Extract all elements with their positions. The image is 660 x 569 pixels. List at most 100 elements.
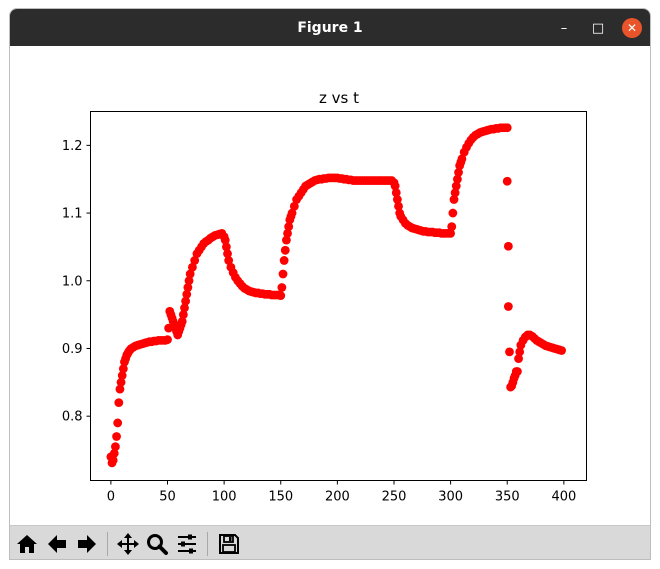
magnifier-icon [147,534,168,555]
figure-canvas[interactable]: z vs t 0 50 100 150 200 250 300 350 400 0.8 0.9 1.… [10,46,650,525]
data-point [188,262,197,272]
data-point [116,377,126,387]
y-axis: 0.8 0.9 1.0 1.1 1.2 [62,139,91,425]
zoom-button[interactable] [144,531,170,557]
data-point [280,245,290,255]
configure-subplots-button[interactable] [174,531,200,557]
data-point [118,364,128,374]
data-point [513,367,522,376]
y-tick-label: 0.8 [62,410,83,425]
plot-axes [90,111,587,481]
data-point [178,310,188,320]
floppy-disk-icon [219,534,239,554]
x-tick-label: 250 [382,490,407,505]
x-tick-label: 200 [325,490,350,505]
toolbar-separator [107,532,108,556]
data-point [446,228,456,238]
y-tick-label: 1.1 [62,207,83,222]
minimize-button[interactable]: – [560,20,568,36]
x-tick-label: 350 [495,490,520,505]
x-axis: 0 50 100 150 200 250 300 350 400 [107,480,576,505]
maximize-button[interactable]: □ [591,20,605,36]
scatter-plot: z vs t 0 50 100 150 200 250 300 350 400 0.8 0.9 1.… [62,89,587,505]
data-point [190,256,200,265]
data-point [180,303,189,313]
data-point [183,283,193,292]
toolbar-separator [207,532,208,556]
arrow-right-icon [78,535,96,553]
data-point [115,384,125,394]
data-point [224,256,234,265]
data-point [505,347,514,357]
data-point [113,418,123,428]
y-tick-label: 0.9 [62,342,83,357]
data-point [557,346,566,355]
data-point [392,195,402,204]
data-point [111,442,120,452]
forward-button[interactable] [74,531,100,557]
navigation-toolbar [10,525,650,559]
data-point [449,195,459,204]
y-tick-label: 1.0 [62,274,83,289]
data-point [114,398,124,408]
x-tick-label: 100 [212,490,237,505]
data-point [283,228,292,238]
data-point [279,256,289,265]
data-point [450,188,460,198]
data-point [163,335,172,345]
data-point [112,432,121,441]
close-button[interactable]: ✕ [622,18,642,38]
data-point [284,222,294,232]
data-point [108,455,118,465]
data-point [287,208,297,218]
data-point [276,291,286,301]
save-button[interactable] [216,531,242,557]
back-button[interactable] [44,531,70,557]
data-point [184,276,194,286]
arrow-left-icon [48,535,66,553]
data-point [514,354,523,364]
data-point [220,235,230,245]
data-point [277,283,287,292]
data-point [282,235,291,245]
data-point [457,154,467,164]
x-tick-label: 0 [107,490,115,505]
data-point [391,188,401,198]
data-point [117,371,127,380]
data-point [394,201,403,211]
data-point [453,174,462,184]
data-point [447,222,457,232]
data-point [503,302,513,311]
data-point [503,241,513,251]
figure-window: Figure 1 – □ ✕ z vs t 0 50 100 150 200 250 300… [9,8,651,560]
x-tick-label: 50 [159,490,176,505]
data-point [177,316,187,326]
home-button[interactable] [14,531,40,557]
data-point [451,181,461,191]
x-tick-label: 150 [268,490,293,505]
y-tick-label: 1.2 [62,139,83,154]
data-point [181,296,191,306]
sliders-icon [178,534,196,554]
move-icon [117,533,139,555]
pan-button[interactable] [115,531,141,557]
x-tick-label: 300 [438,490,463,505]
data-point [221,242,231,252]
data-point [502,176,512,186]
window-title: Figure 1 [297,19,363,36]
data-point [182,289,192,299]
home-icon [17,535,37,553]
data-point [448,208,458,218]
data-point [109,449,119,458]
data-point [515,347,525,357]
data-point [390,181,400,191]
data-point [289,201,299,211]
data-point [185,269,195,279]
data-points [106,123,566,468]
x-tick-label: 400 [551,490,576,505]
data-point [502,123,512,133]
title-bar[interactable]: Figure 1 – □ ✕ [10,9,650,46]
data-point [454,168,463,177]
data-point [278,269,288,279]
chart-title: z vs t [319,89,359,107]
